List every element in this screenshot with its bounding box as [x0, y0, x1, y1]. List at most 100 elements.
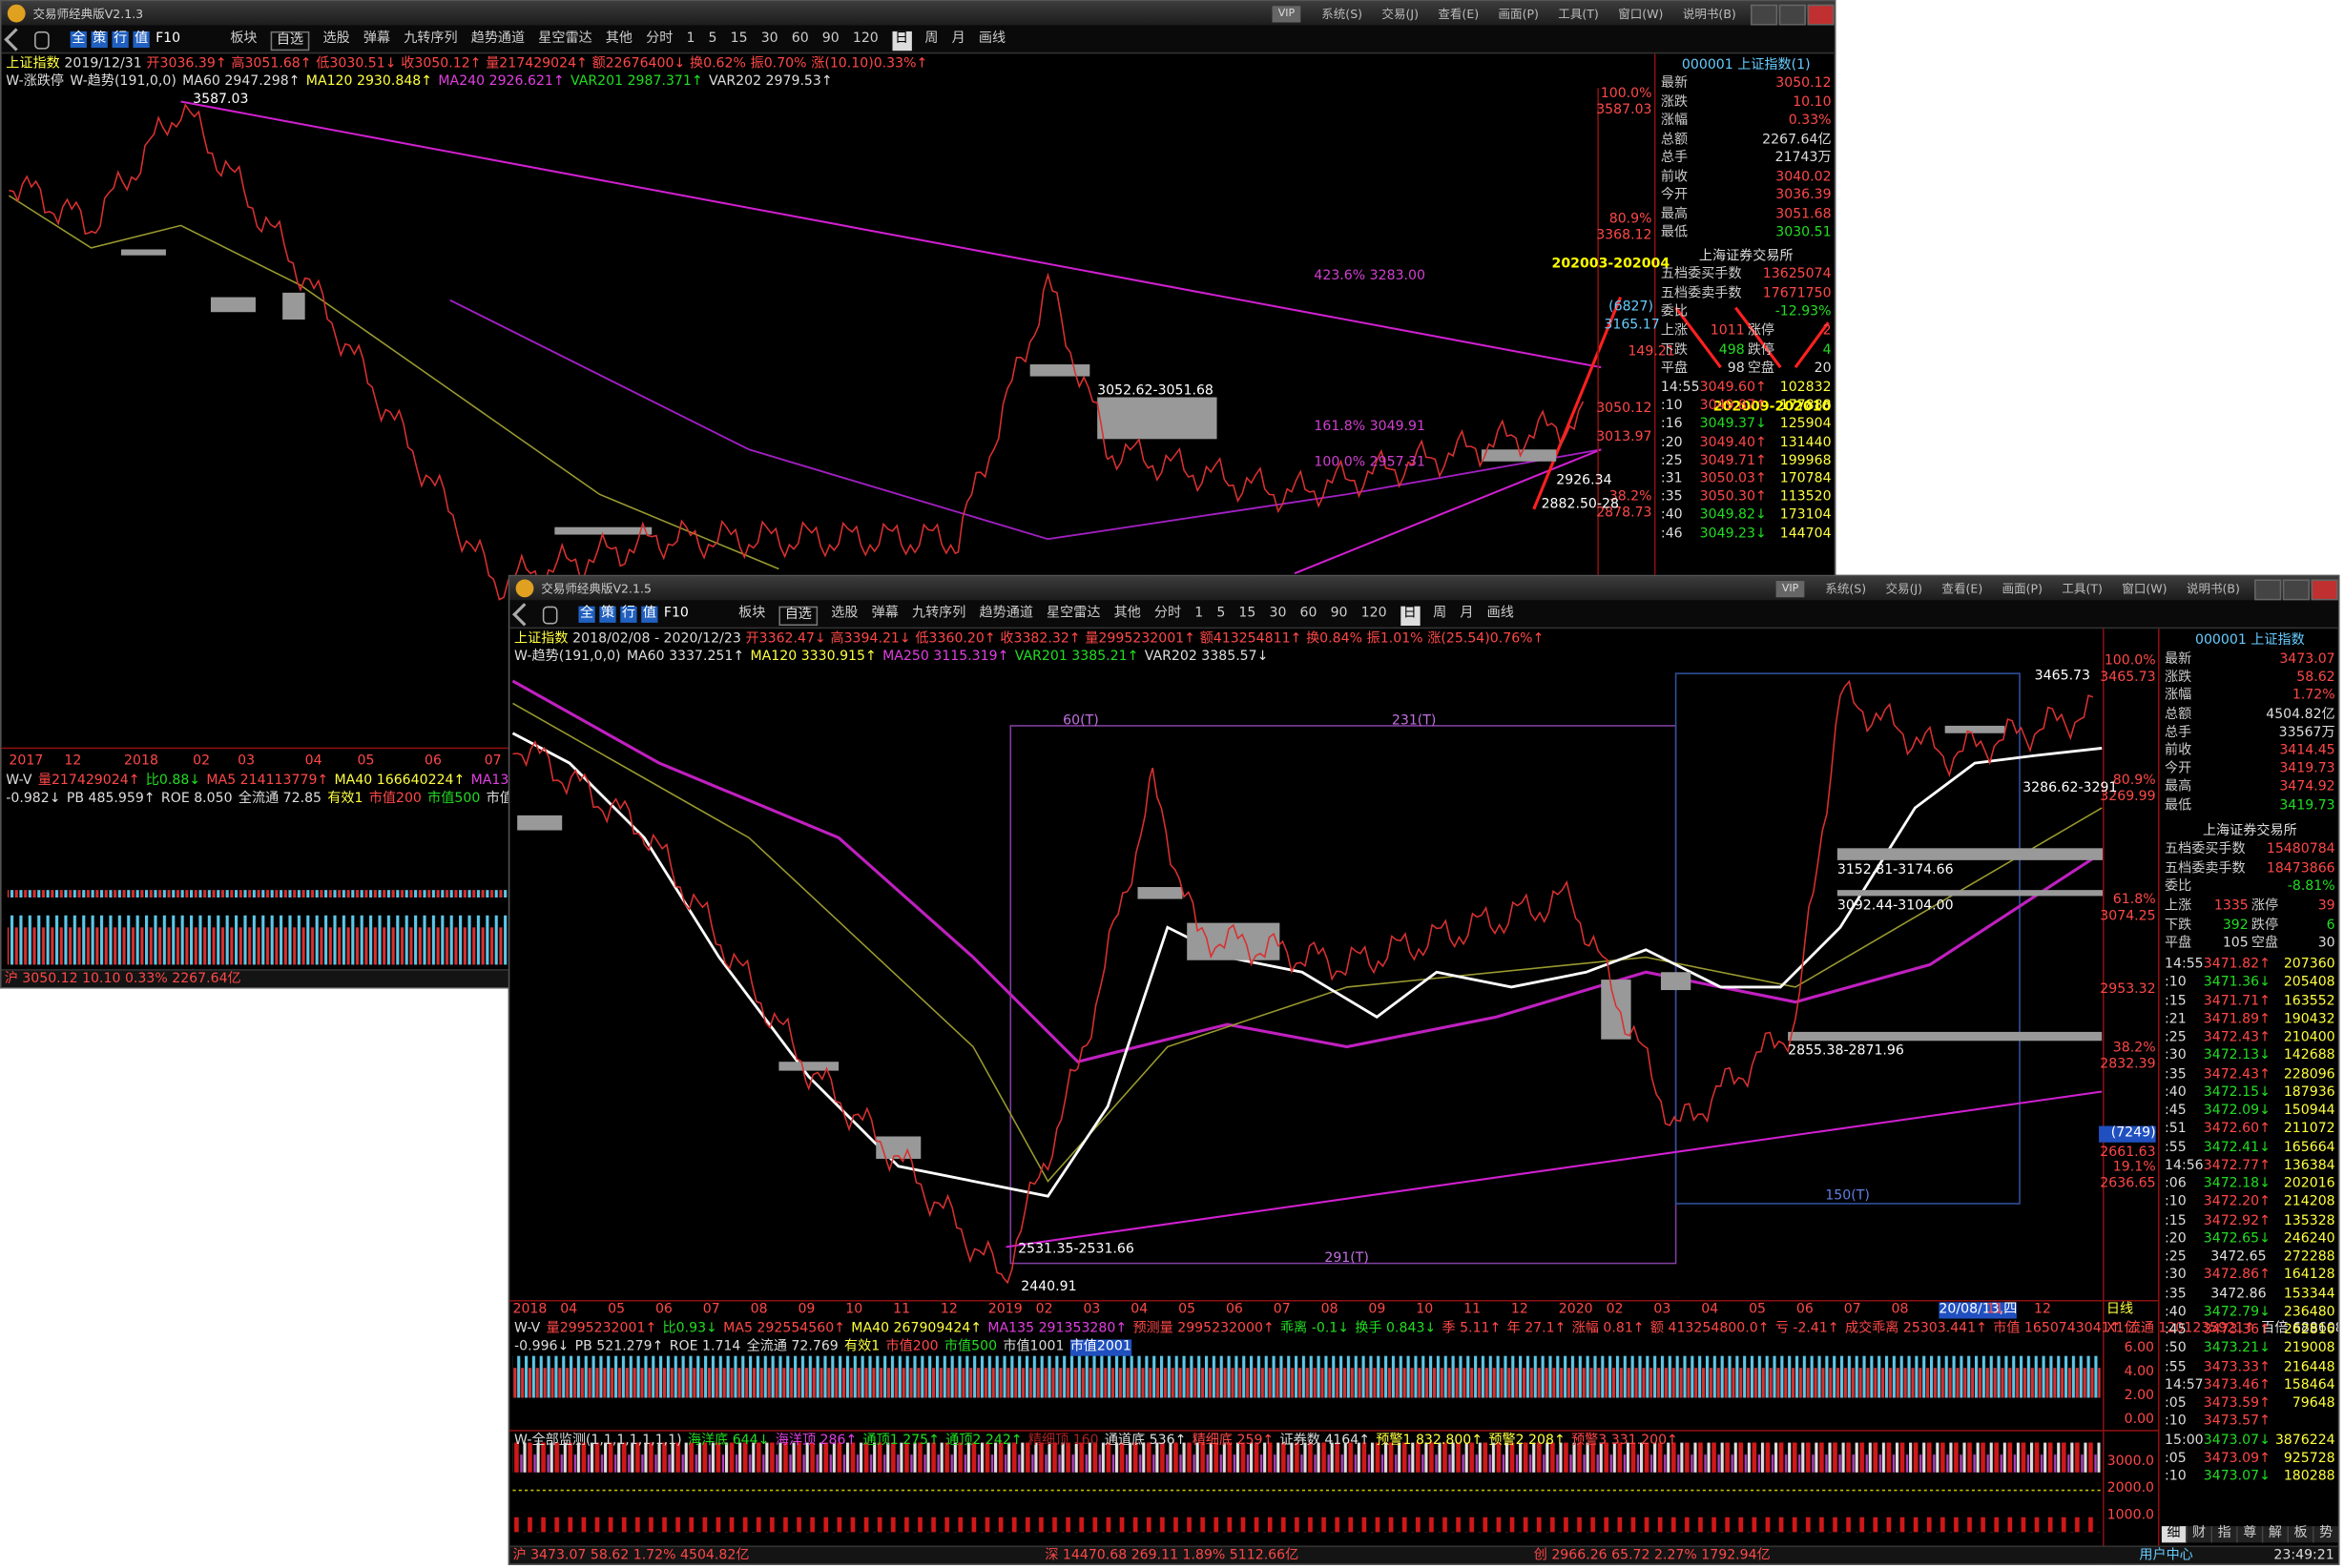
- panel-tab[interactable]: 板: [2289, 1526, 2314, 1543]
- toolbar-item[interactable]: 板块: [230, 31, 258, 47]
- menu-item[interactable]: 说明书(B): [2186, 582, 2240, 596]
- toolbar-item[interactable]: 120: [852, 31, 879, 47]
- nav-hand[interactable]: [34, 31, 50, 50]
- volume-item: 换手 0.843↓: [1355, 1321, 1437, 1337]
- menu-item[interactable]: 交易(J): [1885, 582, 1923, 596]
- vip-badge[interactable]: VIP: [1272, 6, 1301, 23]
- toolbar-icon[interactable]: 值: [133, 31, 150, 49]
- toolbar-item[interactable]: 九转序列: [404, 31, 458, 47]
- toolbar-item[interactable]: 九转序列: [911, 606, 966, 622]
- user-center[interactable]: 用户中心: [2139, 1548, 2193, 1564]
- toolbar-item[interactable]: 分时: [1153, 606, 1182, 622]
- price-trace: [9, 103, 1585, 601]
- toolbar-item[interactable]: 5: [708, 31, 717, 47]
- window-button[interactable]: [1807, 4, 1835, 26]
- menu-item[interactable]: 说明书(B): [1682, 7, 1736, 21]
- toolbar-icon[interactable]: 行: [112, 31, 129, 49]
- toolbar-item[interactable]: 自选: [270, 31, 310, 52]
- menu-item[interactable]: 系统(S): [1825, 582, 1867, 596]
- price-axis-label: 3074.25: [2100, 909, 2156, 925]
- window-button[interactable]: [1750, 4, 1778, 26]
- toolbar-item[interactable]: 趋势通道: [979, 606, 1033, 622]
- toolbar-item[interactable]: 月: [1460, 606, 1474, 622]
- quote-value: 2267.64亿: [1762, 132, 1832, 148]
- panel-tab[interactable]: 解: [2263, 1526, 2290, 1543]
- menu-item[interactable]: 窗口(W): [2122, 582, 2168, 596]
- x-axis-label: 06: [1225, 1302, 1243, 1317]
- nav-hand[interactable]: [542, 606, 558, 625]
- toolbar-icon[interactable]: F10: [663, 606, 689, 622]
- toolbar-icon[interactable]: 全: [70, 31, 87, 49]
- toolbar-item[interactable]: 板块: [738, 606, 766, 622]
- menu-item[interactable]: 窗口(W): [1618, 7, 1664, 21]
- menu-item[interactable]: 查看(E): [1438, 7, 1480, 21]
- volume-axis-label: 4.00: [2124, 1365, 2155, 1380]
- menu-item[interactable]: 系统(S): [1321, 7, 1363, 21]
- toolbar-item[interactable]: 1: [1194, 606, 1204, 622]
- toolbar-icon[interactable]: 策: [599, 606, 616, 623]
- panel-tab[interactable]: 指: [2212, 1526, 2238, 1543]
- toolbar-item[interactable]: 星空雷达: [538, 31, 592, 47]
- panel-tab[interactable]: 尊: [2237, 1526, 2264, 1543]
- tick-volume: 113520: [1779, 489, 1832, 505]
- menu-item[interactable]: 画面(P): [2002, 582, 2043, 596]
- toolbar-item[interactable]: 画线: [1486, 606, 1514, 622]
- window-button[interactable]: [1778, 4, 1806, 26]
- menu-item[interactable]: 工具(T): [2062, 582, 2103, 596]
- menu-item[interactable]: 查看(E): [1941, 582, 1983, 596]
- toolbar-icon[interactable]: 策: [91, 31, 108, 49]
- tick-time: :35: [1660, 489, 1683, 505]
- window-button[interactable]: [2311, 579, 2338, 601]
- toolbar-item[interactable]: 1: [686, 31, 695, 47]
- window-button[interactable]: [2282, 579, 2311, 601]
- indicator: VAR202 3385.57↓: [1144, 650, 1269, 665]
- toolbar-icon[interactable]: F10: [156, 31, 181, 47]
- toolbar-item[interactable]: 60: [1299, 606, 1317, 622]
- menu-item[interactable]: 工具(T): [1558, 7, 1599, 21]
- toolbar-item[interactable]: 日: [1400, 606, 1421, 627]
- toolbar-icon[interactable]: 值: [641, 606, 658, 623]
- tick-volume: 216448: [2283, 1359, 2335, 1375]
- toolbar-item[interactable]: 90: [1330, 606, 1348, 622]
- toolbar-item[interactable]: 30: [760, 31, 778, 47]
- tick-volume: 142688: [2283, 1048, 2335, 1064]
- toolbar-item[interactable]: 选股: [831, 606, 859, 622]
- toolbar-item[interactable]: 月: [951, 31, 965, 47]
- toolbar-item[interactable]: 120: [1360, 606, 1387, 622]
- app-icon: [515, 579, 534, 598]
- toolbar-item[interactable]: 日: [891, 31, 912, 52]
- menu-item[interactable]: 画面(P): [1498, 7, 1539, 21]
- panel-tab[interactable]: 细: [2161, 1526, 2188, 1543]
- toolbar-icon[interactable]: 行: [620, 606, 637, 623]
- vip-badge[interactable]: VIP: [1775, 581, 1805, 598]
- toolbar-item[interactable]: 弹幕: [363, 31, 391, 47]
- panel-tab[interactable]: 财: [2187, 1526, 2213, 1543]
- toolbar-icon[interactable]: 全: [578, 606, 595, 623]
- toolbar-item[interactable]: 90: [821, 31, 840, 47]
- menu-item[interactable]: 交易(J): [1381, 7, 1419, 21]
- toolbar-item[interactable]: 其他: [1113, 606, 1141, 622]
- panel-tab[interactable]: 势: [2313, 1526, 2338, 1543]
- indicator-line: W-涨跌停 W-趋势(191,0,0) MA60 2947.298↑ MA120 29…: [6, 74, 832, 91]
- toolbar-item[interactable]: 弹幕: [871, 606, 899, 622]
- tick-volume: 163552: [2283, 993, 2335, 1009]
- volume-item: W-V: [6, 774, 32, 789]
- toolbar-item[interactable]: 30: [1269, 606, 1287, 622]
- toolbar-item[interactable]: 星空雷达: [1047, 606, 1101, 622]
- toolbar-item[interactable]: 5: [1216, 606, 1226, 622]
- toolbar-item[interactable]: 趋势通道: [470, 31, 526, 47]
- toolbar-item[interactable]: 周: [924, 31, 939, 47]
- price-axis-label: 2953.32: [2100, 982, 2156, 998]
- toolbar-item[interactable]: 分时: [646, 31, 674, 47]
- window-button[interactable]: [2254, 579, 2282, 601]
- toolbar-item[interactable]: 60: [791, 31, 809, 47]
- toolbar-item[interactable]: 画线: [978, 31, 1006, 47]
- toolbar-item[interactable]: 周: [1433, 606, 1447, 622]
- toolbar-item[interactable]: 其他: [605, 31, 633, 47]
- monitor-axis-label: 3000.0: [2106, 1454, 2155, 1470]
- quote-value: 21743万: [1774, 151, 1832, 166]
- toolbar-item[interactable]: 选股: [322, 31, 350, 47]
- toolbar-item[interactable]: 自选: [778, 606, 819, 627]
- toolbar-item[interactable]: 15: [730, 31, 748, 47]
- toolbar-item[interactable]: 15: [1238, 606, 1256, 622]
